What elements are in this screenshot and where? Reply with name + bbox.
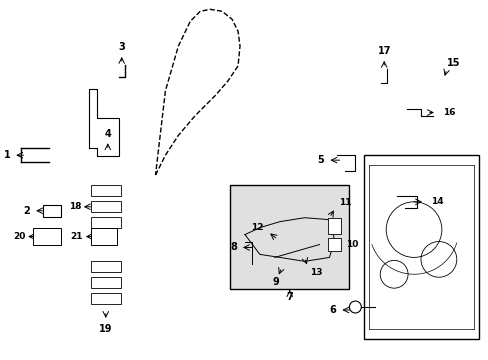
Text: 3: 3 — [118, 42, 125, 52]
Text: 14: 14 — [430, 197, 443, 206]
Bar — [364, 155, 478, 339]
Bar — [91, 277, 121, 288]
Bar — [33, 228, 61, 246]
Text: 4: 4 — [104, 129, 111, 139]
Bar — [327, 218, 341, 234]
Bar — [91, 185, 121, 196]
Text: 8: 8 — [230, 243, 237, 252]
Bar — [43, 205, 61, 217]
Text: 16: 16 — [442, 108, 454, 117]
Text: 5: 5 — [317, 155, 323, 165]
Text: 21: 21 — [71, 232, 83, 241]
Text: 2: 2 — [23, 206, 30, 216]
Bar — [91, 261, 121, 272]
Text: 10: 10 — [346, 240, 358, 249]
Text: 12: 12 — [251, 223, 264, 232]
Text: 19: 19 — [99, 324, 112, 334]
Text: 6: 6 — [328, 305, 335, 315]
Bar — [327, 238, 341, 251]
Text: 15: 15 — [446, 58, 460, 68]
Bar — [91, 217, 121, 228]
Text: 9: 9 — [272, 277, 279, 287]
Text: 1: 1 — [4, 150, 11, 160]
Text: 17: 17 — [377, 46, 390, 56]
Text: 11: 11 — [339, 198, 351, 207]
Text: 13: 13 — [309, 268, 322, 277]
Bar — [91, 293, 121, 304]
Bar — [230, 185, 349, 289]
Text: 20: 20 — [13, 232, 25, 241]
Bar — [91, 228, 117, 246]
Bar — [91, 201, 121, 212]
Text: 18: 18 — [69, 202, 81, 211]
Text: 7: 7 — [286, 292, 292, 302]
